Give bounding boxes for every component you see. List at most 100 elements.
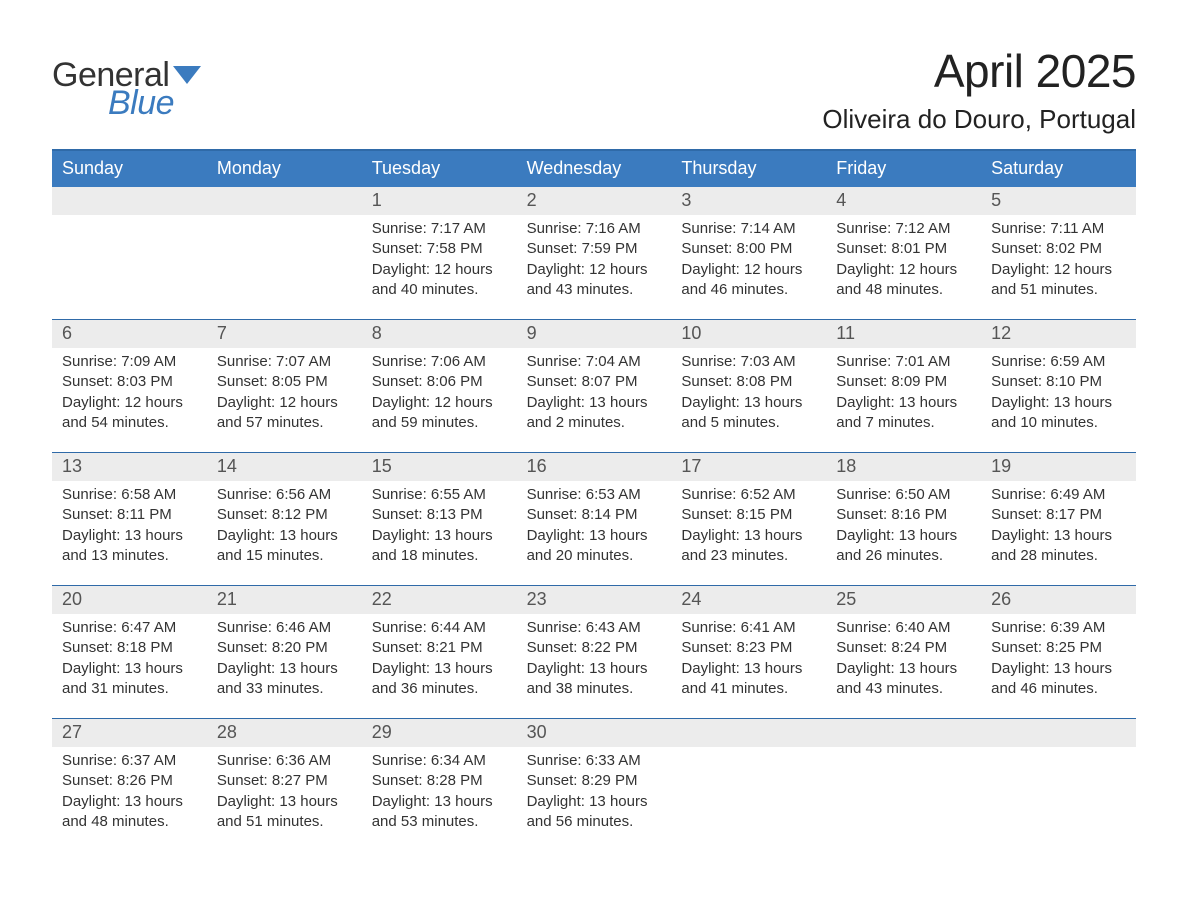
sunset-line: Sunset: 8:23 PM bbox=[681, 638, 816, 658]
sunrise-line: Sunrise: 6:53 AM bbox=[527, 485, 662, 505]
dow-friday: Friday bbox=[826, 151, 981, 187]
title-block: April 2025 Oliveira do Douro, Portugal bbox=[822, 44, 1136, 135]
sunrise-line: Sunrise: 7:17 AM bbox=[372, 219, 507, 239]
day-number: 30 bbox=[517, 719, 672, 747]
sunrise-line: Sunrise: 6:47 AM bbox=[62, 618, 197, 638]
sunrise-line: Sunrise: 6:44 AM bbox=[372, 618, 507, 638]
day-body: Sunrise: 7:12 AMSunset: 8:01 PMDaylight:… bbox=[826, 215, 981, 300]
daylight-line: Daylight: 13 hours and 28 minutes. bbox=[991, 526, 1126, 567]
sunrise-line: Sunrise: 6:55 AM bbox=[372, 485, 507, 505]
sunset-line: Sunset: 8:14 PM bbox=[527, 505, 662, 525]
daylight-line: Daylight: 12 hours and 57 minutes. bbox=[217, 393, 352, 434]
day-body: Sunrise: 7:01 AMSunset: 8:09 PMDaylight:… bbox=[826, 348, 981, 433]
sunrise-line: Sunrise: 7:11 AM bbox=[991, 219, 1126, 239]
daylight-line: Daylight: 12 hours and 48 minutes. bbox=[836, 260, 971, 301]
daylight-line: Daylight: 12 hours and 40 minutes. bbox=[372, 260, 507, 301]
calendar-day-cell: 12Sunrise: 6:59 AMSunset: 8:10 PMDayligh… bbox=[981, 320, 1136, 452]
day-body: Sunrise: 6:56 AMSunset: 8:12 PMDaylight:… bbox=[207, 481, 362, 566]
sunset-line: Sunset: 8:08 PM bbox=[681, 372, 816, 392]
calendar-day-cell: 4Sunrise: 7:12 AMSunset: 8:01 PMDaylight… bbox=[826, 187, 981, 319]
day-number: 9 bbox=[517, 320, 672, 348]
calendar-day-cell: 22Sunrise: 6:44 AMSunset: 8:21 PMDayligh… bbox=[362, 586, 517, 718]
day-body: Sunrise: 6:52 AMSunset: 8:15 PMDaylight:… bbox=[671, 481, 826, 566]
calendar-day-cell bbox=[826, 719, 981, 851]
day-body: Sunrise: 7:03 AMSunset: 8:08 PMDaylight:… bbox=[671, 348, 826, 433]
calendar-day-cell: 5Sunrise: 7:11 AMSunset: 8:02 PMDaylight… bbox=[981, 187, 1136, 319]
calendar-day-cell: 18Sunrise: 6:50 AMSunset: 8:16 PMDayligh… bbox=[826, 453, 981, 585]
sunrise-line: Sunrise: 7:14 AM bbox=[681, 219, 816, 239]
calendar-week: 13Sunrise: 6:58 AMSunset: 8:11 PMDayligh… bbox=[52, 452, 1136, 585]
daylight-line: Daylight: 12 hours and 59 minutes. bbox=[372, 393, 507, 434]
sunrise-line: Sunrise: 6:52 AM bbox=[681, 485, 816, 505]
weeks-container: 1Sunrise: 7:17 AMSunset: 7:58 PMDaylight… bbox=[52, 187, 1136, 851]
day-number: 19 bbox=[981, 453, 1136, 481]
calendar-day-cell: 23Sunrise: 6:43 AMSunset: 8:22 PMDayligh… bbox=[517, 586, 672, 718]
daylight-line: Daylight: 13 hours and 5 minutes. bbox=[681, 393, 816, 434]
calendar-day-cell: 2Sunrise: 7:16 AMSunset: 7:59 PMDaylight… bbox=[517, 187, 672, 319]
calendar-day-cell: 6Sunrise: 7:09 AMSunset: 8:03 PMDaylight… bbox=[52, 320, 207, 452]
sunrise-line: Sunrise: 6:56 AM bbox=[217, 485, 352, 505]
daylight-line: Daylight: 12 hours and 43 minutes. bbox=[527, 260, 662, 301]
sunset-line: Sunset: 8:16 PM bbox=[836, 505, 971, 525]
sunset-line: Sunset: 8:07 PM bbox=[527, 372, 662, 392]
sunrise-line: Sunrise: 7:07 AM bbox=[217, 352, 352, 372]
sunset-line: Sunset: 8:05 PM bbox=[217, 372, 352, 392]
day-of-week-header: Sunday Monday Tuesday Wednesday Thursday… bbox=[52, 151, 1136, 187]
day-number: 27 bbox=[52, 719, 207, 747]
sunrise-line: Sunrise: 7:04 AM bbox=[527, 352, 662, 372]
day-body: Sunrise: 7:14 AMSunset: 8:00 PMDaylight:… bbox=[671, 215, 826, 300]
sunrise-line: Sunrise: 6:59 AM bbox=[991, 352, 1126, 372]
daylight-line: Daylight: 13 hours and 46 minutes. bbox=[991, 659, 1126, 700]
sunset-line: Sunset: 8:22 PM bbox=[527, 638, 662, 658]
sunset-line: Sunset: 8:06 PM bbox=[372, 372, 507, 392]
day-body: Sunrise: 6:53 AMSunset: 8:14 PMDaylight:… bbox=[517, 481, 672, 566]
daylight-line: Daylight: 12 hours and 46 minutes. bbox=[681, 260, 816, 301]
day-body: Sunrise: 6:50 AMSunset: 8:16 PMDaylight:… bbox=[826, 481, 981, 566]
sunset-line: Sunset: 8:18 PM bbox=[62, 638, 197, 658]
daylight-line: Daylight: 12 hours and 54 minutes. bbox=[62, 393, 197, 434]
sunset-line: Sunset: 8:20 PM bbox=[217, 638, 352, 658]
day-number bbox=[826, 719, 981, 747]
day-body: Sunrise: 7:11 AMSunset: 8:02 PMDaylight:… bbox=[981, 215, 1136, 300]
day-number: 16 bbox=[517, 453, 672, 481]
sunrise-line: Sunrise: 6:37 AM bbox=[62, 751, 197, 771]
sunrise-line: Sunrise: 6:58 AM bbox=[62, 485, 197, 505]
daylight-line: Daylight: 13 hours and 38 minutes. bbox=[527, 659, 662, 700]
daylight-line: Daylight: 13 hours and 56 minutes. bbox=[527, 792, 662, 833]
sunrise-line: Sunrise: 7:12 AM bbox=[836, 219, 971, 239]
calendar-day-cell bbox=[981, 719, 1136, 851]
daylight-line: Daylight: 13 hours and 26 minutes. bbox=[836, 526, 971, 567]
day-number: 8 bbox=[362, 320, 517, 348]
sunset-line: Sunset: 8:10 PM bbox=[991, 372, 1126, 392]
day-number: 26 bbox=[981, 586, 1136, 614]
day-number: 12 bbox=[981, 320, 1136, 348]
brand-logo: General Blue bbox=[52, 58, 201, 120]
sunrise-line: Sunrise: 6:41 AM bbox=[681, 618, 816, 638]
daylight-line: Daylight: 13 hours and 51 minutes. bbox=[217, 792, 352, 833]
sunset-line: Sunset: 8:13 PM bbox=[372, 505, 507, 525]
day-number: 18 bbox=[826, 453, 981, 481]
sunset-line: Sunset: 7:58 PM bbox=[372, 239, 507, 259]
day-number: 1 bbox=[362, 187, 517, 215]
calendar: Sunday Monday Tuesday Wednesday Thursday… bbox=[52, 149, 1136, 851]
calendar-day-cell bbox=[52, 187, 207, 319]
dow-saturday: Saturday bbox=[981, 151, 1136, 187]
day-body: Sunrise: 6:43 AMSunset: 8:22 PMDaylight:… bbox=[517, 614, 672, 699]
day-number: 14 bbox=[207, 453, 362, 481]
day-number bbox=[981, 719, 1136, 747]
sunrise-line: Sunrise: 7:16 AM bbox=[527, 219, 662, 239]
calendar-day-cell: 28Sunrise: 6:36 AMSunset: 8:27 PMDayligh… bbox=[207, 719, 362, 851]
dow-monday: Monday bbox=[207, 151, 362, 187]
calendar-day-cell: 7Sunrise: 7:07 AMSunset: 8:05 PMDaylight… bbox=[207, 320, 362, 452]
day-number: 4 bbox=[826, 187, 981, 215]
sunrise-line: Sunrise: 6:49 AM bbox=[991, 485, 1126, 505]
sunset-line: Sunset: 7:59 PM bbox=[527, 239, 662, 259]
calendar-day-cell: 30Sunrise: 6:33 AMSunset: 8:29 PMDayligh… bbox=[517, 719, 672, 851]
calendar-week: 20Sunrise: 6:47 AMSunset: 8:18 PMDayligh… bbox=[52, 585, 1136, 718]
day-number bbox=[671, 719, 826, 747]
sunset-line: Sunset: 8:29 PM bbox=[527, 771, 662, 791]
day-body: Sunrise: 6:58 AMSunset: 8:11 PMDaylight:… bbox=[52, 481, 207, 566]
calendar-day-cell: 3Sunrise: 7:14 AMSunset: 8:00 PMDaylight… bbox=[671, 187, 826, 319]
calendar-day-cell: 14Sunrise: 6:56 AMSunset: 8:12 PMDayligh… bbox=[207, 453, 362, 585]
day-number: 6 bbox=[52, 320, 207, 348]
